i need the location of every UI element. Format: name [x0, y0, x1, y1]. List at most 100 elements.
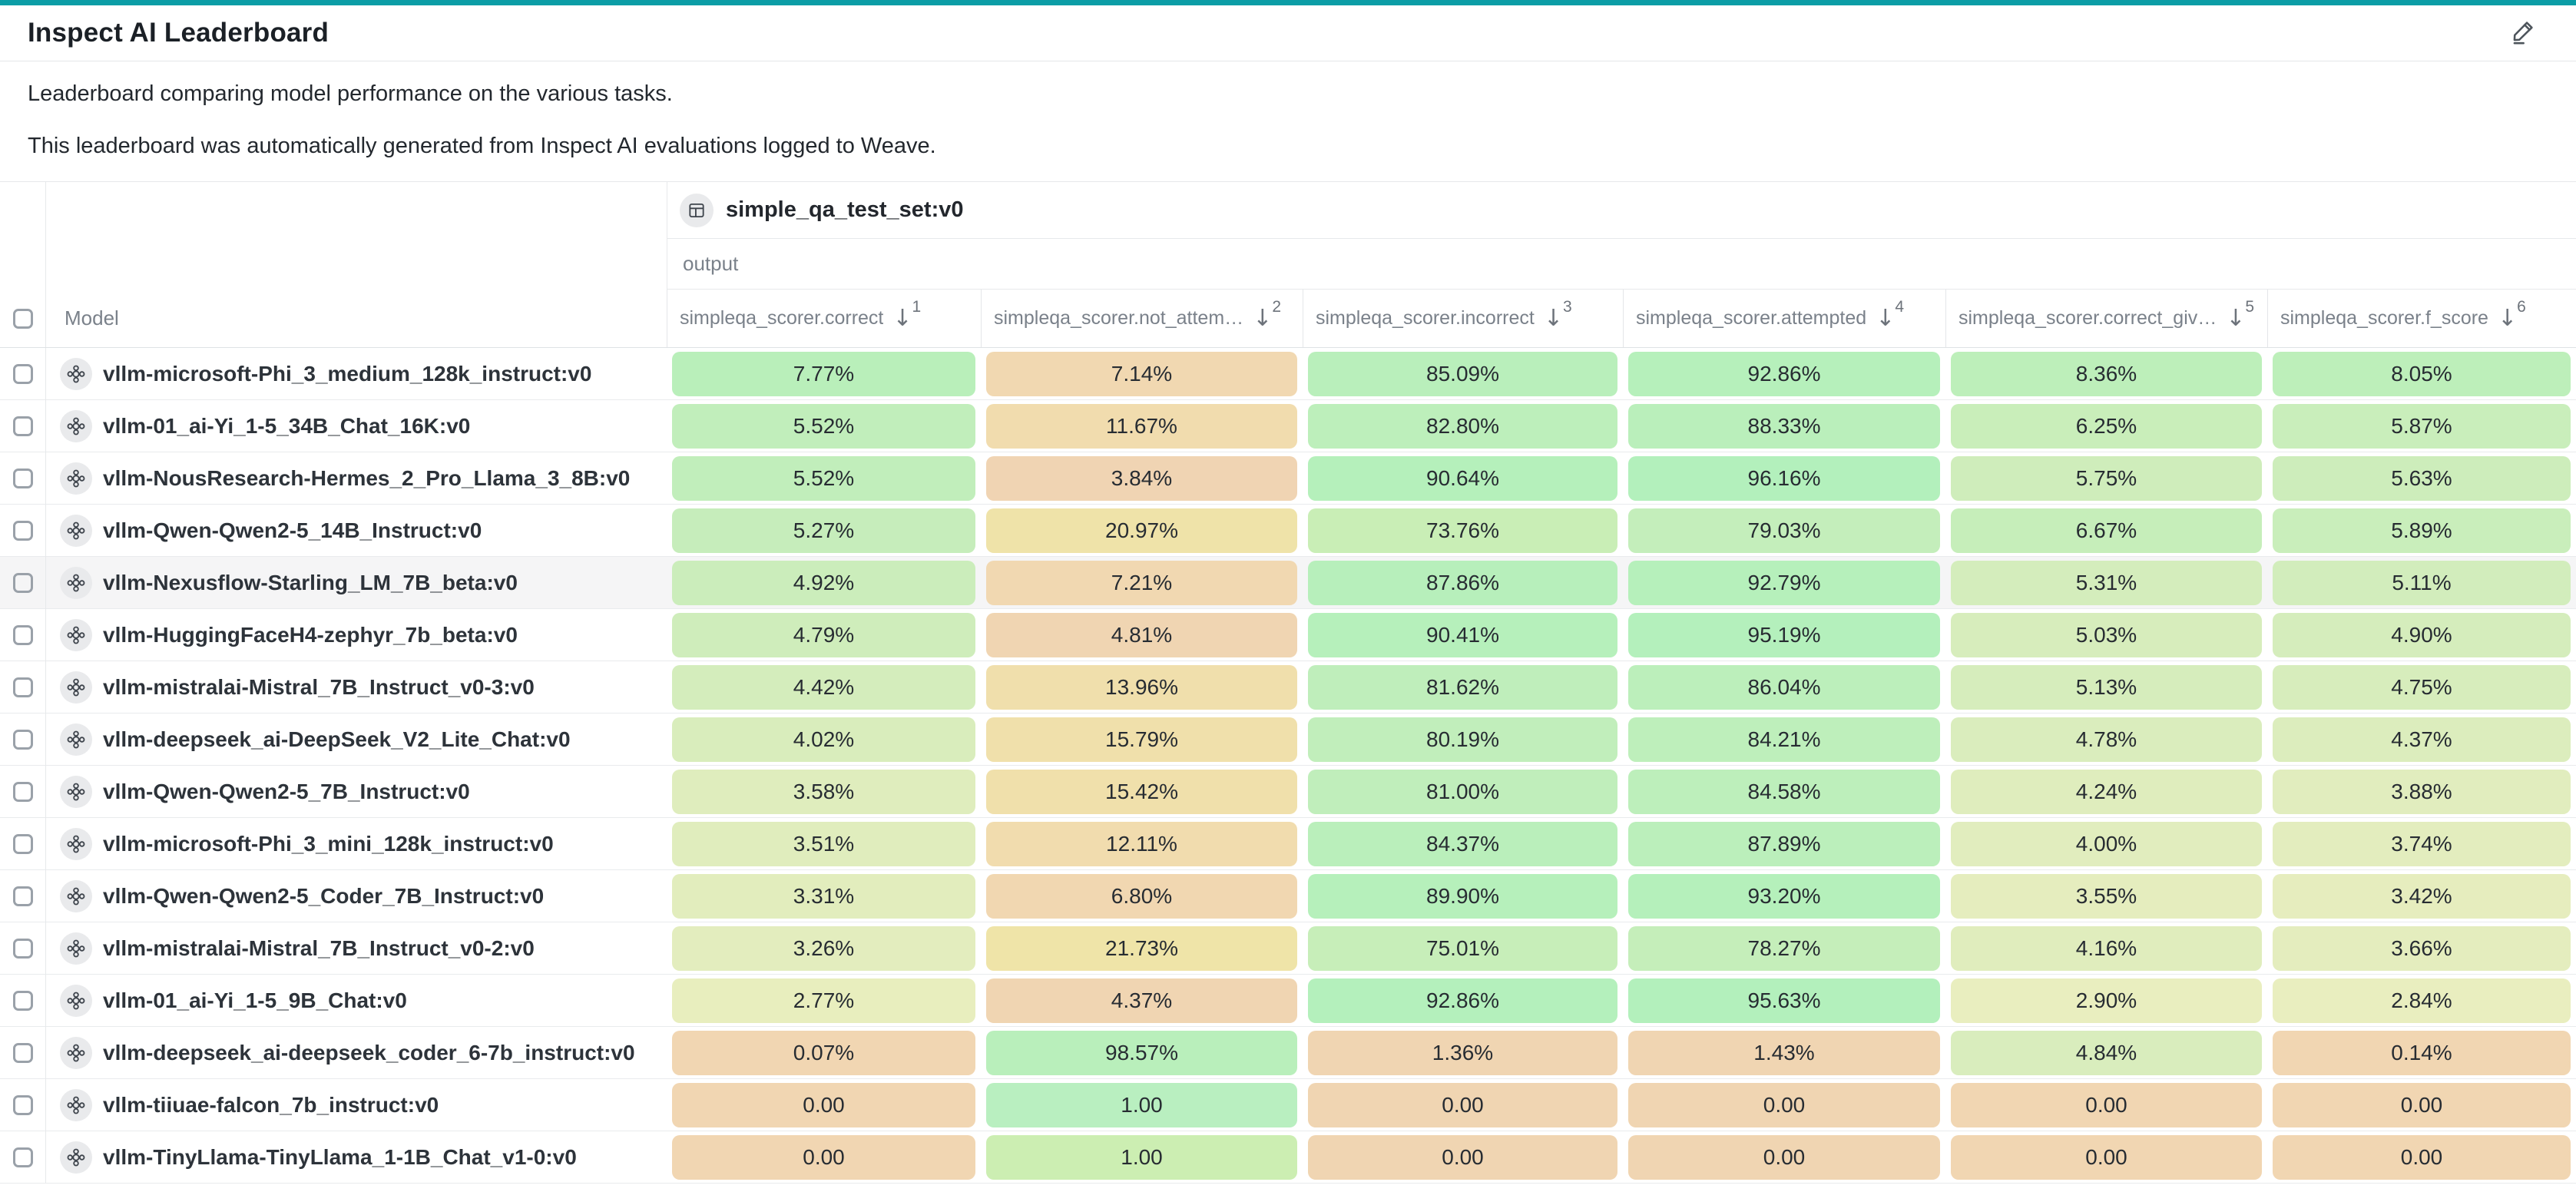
metric-cell: 5.63%: [2267, 452, 2576, 505]
column-header-6[interactable]: simpleqa_scorer.f_score ↓ 6: [2267, 290, 2576, 347]
metric-value-pill: 4.90%: [2273, 613, 2571, 657]
row-checkbox[interactable]: [12, 834, 33, 854]
metric-value-pill: 2.77%: [672, 978, 975, 1023]
metric-value: 4.78%: [2075, 727, 2137, 751]
metric-value-pill: 92.86%: [1628, 352, 1940, 396]
metric-value: 87.89%: [1747, 832, 1821, 856]
row-checkbox[interactable]: [12, 364, 33, 384]
model-cell[interactable]: vllm-mistralai-Mistral_7B_Instruct_v0-2:…: [46, 922, 667, 975]
model-icon: [60, 358, 92, 390]
row-checkbox[interactable]: [12, 521, 33, 541]
metric-value: 80.19%: [1426, 727, 1499, 751]
metric-value-pill: 92.79%: [1628, 561, 1940, 605]
metric-value: 81.62%: [1426, 675, 1499, 699]
metric-cell: 0.00: [1623, 1079, 1945, 1131]
row-checkbox[interactable]: [12, 886, 33, 906]
edit-button[interactable]: [2505, 15, 2541, 51]
metric-value-pill: 3.66%: [2273, 926, 2571, 971]
column-header-4[interactable]: simpleqa_scorer.attempted ↓ 4: [1623, 290, 1945, 347]
metric-cell: 3.51%: [667, 818, 981, 870]
model-cell[interactable]: vllm-01_ai-Yi_1-5_34B_Chat_16K:v0: [46, 400, 667, 452]
metric-cell: 84.21%: [1623, 714, 1945, 766]
metric-value: 1.00: [1121, 1093, 1163, 1117]
metric-cell: 0.00: [667, 1131, 981, 1184]
row-checkbox[interactable]: [12, 730, 33, 750]
metric-cell: 98.57%: [981, 1027, 1303, 1079]
model-cell[interactable]: vllm-mistralai-Mistral_7B_Instruct_v0-3:…: [46, 661, 667, 714]
row-checkbox[interactable]: [12, 939, 33, 959]
model-cell[interactable]: vllm-TinyLlama-TinyLlama_1-1B_Chat_v1-0:…: [46, 1131, 667, 1184]
metric-value: 95.63%: [1747, 988, 1821, 1012]
model-cell[interactable]: vllm-microsoft-Phi_3_medium_128k_instruc…: [46, 348, 667, 400]
column-header-5[interactable]: simpleqa_scorer.correct_giv… ↓ 5: [1945, 290, 2267, 347]
metric-value: 0.07%: [793, 1041, 855, 1065]
metric-value-pill: 12.11%: [986, 822, 1297, 866]
model-name: vllm-microsoft-Phi_3_medium_128k_instruc…: [103, 362, 592, 386]
row-checkbox[interactable]: [12, 991, 33, 1011]
row-checkbox[interactable]: [12, 1095, 33, 1115]
row-checkbox[interactable]: [12, 677, 33, 697]
metric-value: 1.43%: [1753, 1041, 1815, 1065]
row-checkbox[interactable]: [12, 416, 33, 436]
row-checkbox[interactable]: [12, 1043, 33, 1063]
model-cell[interactable]: vllm-HuggingFaceH4-zephyr_7b_beta:v0: [46, 609, 667, 661]
table-row: vllm-Qwen-Qwen2-5_Coder_7B_Instruct:v0 3.…: [0, 870, 2576, 922]
metric-cell: 78.27%: [1623, 922, 1945, 975]
model-cell[interactable]: vllm-01_ai-Yi_1-5_9B_Chat:v0: [46, 975, 667, 1027]
metric-value: 0.00: [2085, 1093, 2127, 1117]
column-header-3[interactable]: simpleqa_scorer.incorrect ↓ 3: [1303, 290, 1623, 347]
row-select-cell: [0, 975, 46, 1027]
row-checkbox[interactable]: [12, 573, 33, 593]
metric-value-pill: 20.97%: [986, 508, 1297, 553]
metric-cell: 5.13%: [1945, 661, 2267, 714]
metric-cell: 4.90%: [2267, 609, 2576, 661]
sort-control[interactable]: ↓ 2: [1253, 299, 1281, 332]
model-cell[interactable]: vllm-Nexusflow-Starling_LM_7B_beta:v0: [46, 557, 667, 609]
metric-value: 5.03%: [2075, 623, 2137, 647]
metric-value: 7.14%: [1111, 362, 1173, 386]
table-row: vllm-deepseek_ai-DeepSeek_V2_Lite_Chat:v…: [0, 714, 2576, 766]
metric-cell: 81.62%: [1303, 661, 1623, 714]
model-cell[interactable]: vllm-microsoft-Phi_3_mini_128k_instruct:…: [46, 818, 667, 870]
metric-cell: 20.97%: [981, 505, 1303, 557]
page-title: Inspect AI Leaderboard: [28, 18, 329, 48]
sort-control[interactable]: ↓ 6: [2498, 299, 2526, 332]
row-checkbox[interactable]: [12, 782, 33, 802]
sort-control[interactable]: ↓ 3: [1544, 299, 1572, 332]
model-cell[interactable]: vllm-deepseek_ai-deepseek_coder_6-7b_ins…: [46, 1027, 667, 1079]
sort-control[interactable]: ↓ 1: [892, 299, 921, 332]
metric-cell: 0.00: [1945, 1131, 2267, 1184]
metric-cell: 6.67%: [1945, 505, 2267, 557]
model-cell[interactable]: vllm-tiiuae-falcon_7b_instruct:v0: [46, 1079, 667, 1131]
model-column-header[interactable]: Model: [46, 290, 667, 347]
row-checkbox[interactable]: [12, 625, 33, 645]
metric-value: 4.84%: [2075, 1041, 2137, 1065]
metric-value-pill: 90.64%: [1308, 456, 1617, 501]
model-cell[interactable]: vllm-Qwen-Qwen2-5_Coder_7B_Instruct:v0: [46, 870, 667, 922]
sort-control[interactable]: ↓ 4: [1876, 299, 1904, 332]
metric-value: 0.00: [1442, 1093, 1484, 1117]
select-all-checkbox[interactable]: [12, 308, 33, 329]
metric-value: 3.31%: [793, 884, 855, 908]
metric-value-pill: 0.00: [672, 1083, 975, 1127]
dataset-group-header[interactable]: simple_qa_test_set:v0: [667, 182, 2576, 239]
column-header-2[interactable]: simpleqa_scorer.not_attem… ↓ 2: [981, 290, 1303, 347]
row-checkbox[interactable]: [12, 469, 33, 488]
model-cell[interactable]: vllm-NousResearch-Hermes_2_Pro_Llama_3_8…: [46, 452, 667, 505]
model-cell[interactable]: vllm-deepseek_ai-DeepSeek_V2_Lite_Chat:v…: [46, 714, 667, 766]
metric-value-pill: 3.84%: [986, 456, 1297, 501]
model-cell[interactable]: vllm-Qwen-Qwen2-5_14B_Instruct:v0: [46, 505, 667, 557]
metric-value: 0.14%: [2391, 1041, 2452, 1065]
metric-value: 1.00: [1121, 1145, 1163, 1169]
model-icon: [60, 985, 92, 1017]
model-cell[interactable]: vllm-Qwen-Qwen2-5_7B_Instruct:v0: [46, 766, 667, 818]
column-header-1[interactable]: simpleqa_scorer.correct ↓ 1: [667, 290, 981, 347]
metric-value-pill: 73.76%: [1308, 508, 1617, 553]
model-icon: [60, 932, 92, 965]
row-checkbox[interactable]: [12, 1147, 33, 1167]
sort-priority-badge: 2: [1272, 297, 1281, 316]
metric-value: 0.00: [803, 1093, 845, 1117]
metric-value-pill: 4.92%: [672, 561, 975, 605]
sort-control[interactable]: ↓ 5: [2226, 299, 2254, 332]
column-header-label: simpleqa_scorer.correct: [680, 307, 884, 329]
